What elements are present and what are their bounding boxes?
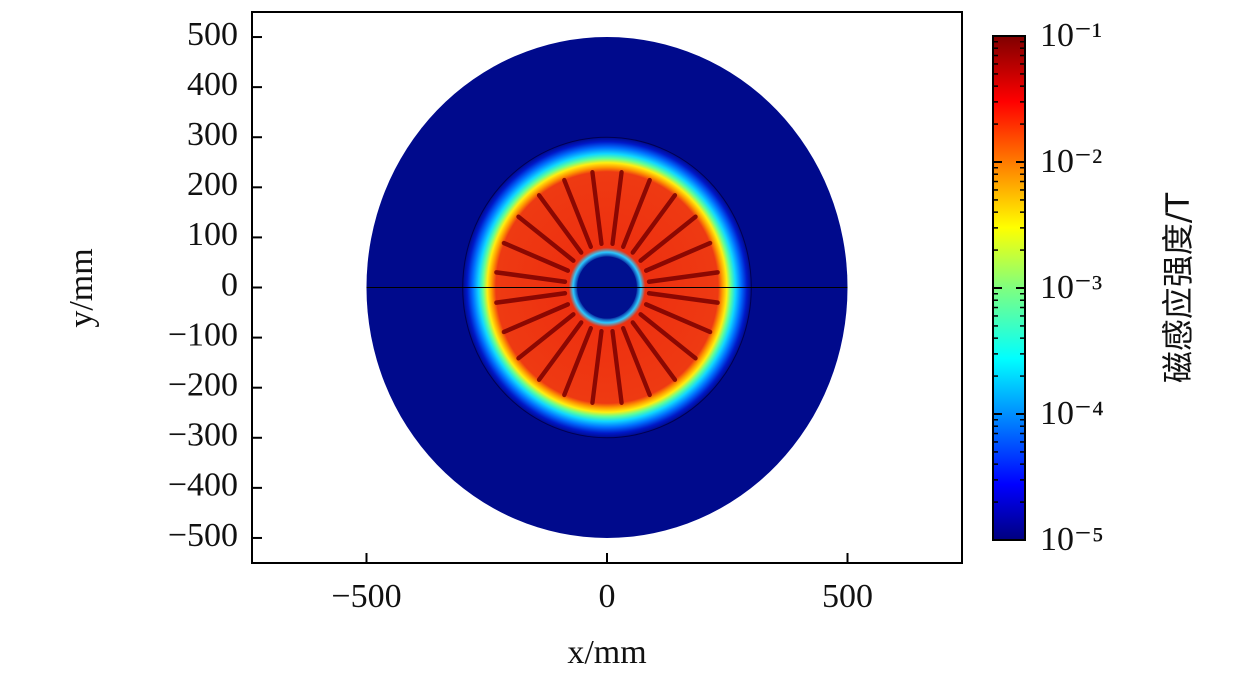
- y-tick-label: −100: [168, 316, 238, 353]
- colorbar-tick-label: 10⁻²: [1040, 143, 1102, 180]
- y-axis-label: y/mm: [63, 248, 100, 327]
- colorbar-tick-label: 10⁻¹: [1040, 17, 1102, 54]
- colorbar-tick-label: 10⁻³: [1040, 269, 1102, 306]
- field-spoke: [562, 325, 593, 398]
- field-spoke: [516, 312, 576, 361]
- y-tick-label: −200: [168, 366, 238, 403]
- colorbar-tick-label: 10⁻⁵: [1040, 521, 1104, 558]
- field-spoke: [646, 290, 720, 305]
- y-tick-label: −300: [168, 417, 238, 454]
- field-spoke: [643, 302, 713, 335]
- y-tick-label: −500: [168, 517, 238, 554]
- x-axis-label: x/mm: [567, 634, 646, 671]
- y-tick-label: 200: [187, 166, 238, 203]
- y-tick-label: 100: [187, 216, 238, 253]
- field-spoke: [536, 320, 584, 382]
- y-tick-label: −400: [168, 467, 238, 504]
- y-tick-label: 300: [187, 116, 238, 153]
- colorbar-label: 磁感应强度/T: [1159, 192, 1197, 383]
- field-geometry: [366, 37, 847, 538]
- field-spoke: [590, 170, 604, 247]
- field-spoke: [494, 270, 568, 285]
- field-spoke: [610, 170, 624, 247]
- field-spoke: [646, 270, 720, 285]
- field-spoke: [501, 302, 571, 335]
- field-spoke: [638, 312, 698, 361]
- field-spoke: [610, 328, 624, 405]
- field-spoke: [630, 320, 678, 382]
- field-spoke: [643, 240, 713, 273]
- y-tick-label: 0: [221, 266, 238, 303]
- x-tick-label: 500: [822, 578, 873, 615]
- y-tick-label: 500: [187, 16, 238, 53]
- field-spoke: [630, 193, 678, 255]
- field-spoke: [494, 290, 568, 305]
- field-spoke: [638, 214, 698, 263]
- x-tick-label: 0: [599, 578, 616, 615]
- field-spoke: [536, 193, 584, 255]
- field-spoke: [621, 325, 652, 398]
- y-tick-label: 400: [187, 66, 238, 103]
- colorbar-tick-label: 10⁻⁴: [1040, 395, 1104, 432]
- field-plot: [366, 37, 847, 538]
- field-spoke: [516, 214, 576, 263]
- field-spoke: [501, 240, 571, 273]
- field-spoke: [590, 328, 604, 405]
- field-spoke: [562, 177, 593, 250]
- x-tick-label: −500: [331, 578, 401, 615]
- field-spoke: [621, 177, 652, 250]
